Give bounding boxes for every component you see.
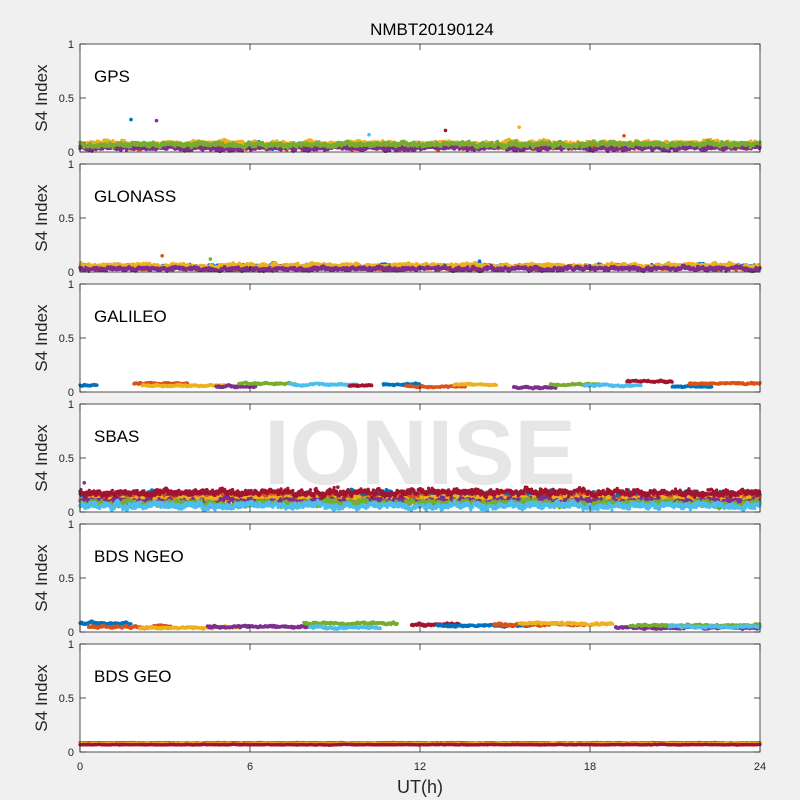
- data-point: [124, 148, 128, 152]
- chart-title: NMBT20190124: [370, 20, 494, 39]
- data-point: [232, 148, 236, 152]
- data-points: [78, 117, 762, 154]
- axes-background: [80, 44, 760, 152]
